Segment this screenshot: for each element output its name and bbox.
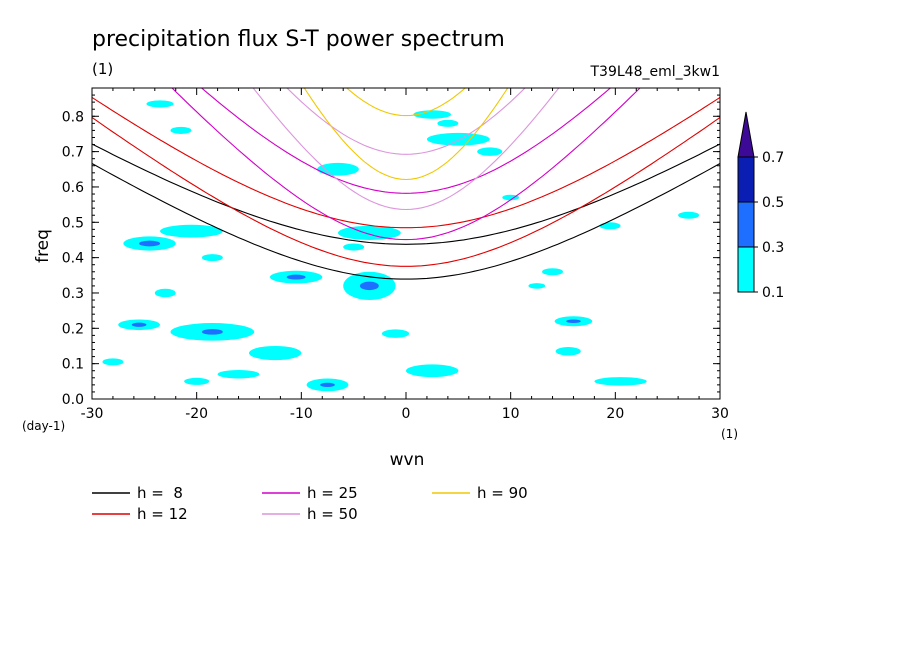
y-tick-label: 0.5: [62, 215, 84, 231]
dispersion-curve-8: [92, 143, 720, 245]
contour-blob: [248, 345, 302, 361]
contour-blob: [437, 119, 459, 127]
contour-blob: [359, 281, 379, 291]
contour-blob: [566, 319, 581, 324]
contour-blob: [217, 370, 260, 379]
contour-blob: [170, 126, 192, 134]
x-tick-label: 30: [711, 406, 729, 422]
plot-frame: [91, 87, 721, 400]
contour-blob: [154, 288, 176, 298]
contour-blob: [201, 329, 223, 335]
dispersion-curve-25: [200, 88, 612, 194]
colorbar-swatch: [737, 246, 755, 293]
contour-blob: [477, 147, 503, 156]
colorbar: 0.1 0.3 0.5 0.7: [737, 111, 784, 301]
dispersion-curve-90: [346, 88, 466, 117]
dispersion-curve-90: [303, 88, 509, 181]
y-tick-label: 0.3: [62, 286, 84, 302]
colorbar-swatch: [737, 201, 755, 248]
legend-label-h90: h = 90: [477, 484, 528, 502]
dispersion-curve-8: [92, 163, 720, 280]
x-axis-ticks: -30 -20 -10 0 10 20 30: [81, 88, 729, 422]
contour-blob: [201, 254, 223, 262]
legend-label-h25: h = 25: [307, 484, 358, 502]
colorbar-extend-triangle: [737, 111, 755, 158]
x-tick-label: -10: [290, 406, 313, 422]
dispersion-curve-layer: [92, 88, 720, 280]
contour-blob: [406, 364, 459, 378]
x-tick-label: 0: [402, 406, 411, 422]
dispersion-curve-50: [286, 88, 526, 155]
y-tick-label: 0.2: [62, 321, 84, 337]
contour-blob: [413, 110, 452, 119]
contour-blob: [502, 194, 520, 201]
contour-blob: [678, 211, 700, 219]
contour-blob: [343, 243, 365, 251]
chart-title: precipitation flux S-T power spectrum: [92, 27, 505, 52]
y-tick-label: 0.4: [62, 251, 84, 267]
legend: h = 8 h = 12 h = 25 h = 50 h = 90: [92, 484, 528, 523]
contour-blob: [337, 225, 401, 240]
contour-fill-layer: [102, 100, 700, 392]
legend-label-h12: h = 12: [137, 505, 188, 523]
contour-blob: [146, 100, 174, 108]
dispersion-curve-12: [92, 96, 720, 229]
legend-label-h50: h = 50: [307, 505, 358, 523]
y-units-label: (day-1): [22, 419, 65, 433]
x-tick-label: 20: [606, 406, 624, 422]
colorbar-level-label: 0.7: [762, 150, 784, 166]
contour-blob: [184, 377, 210, 385]
contour-blob: [381, 329, 410, 338]
contour-blob: [594, 377, 647, 386]
contour-blob: [160, 224, 223, 238]
contour-blob: [286, 274, 306, 280]
contour-blob: [317, 162, 359, 176]
x-units-label: (1): [721, 427, 738, 441]
contour-blob: [528, 283, 546, 289]
contour-blob: [131, 322, 147, 327]
x-tick-label: -30: [81, 406, 104, 422]
colorbar-level-label: 0.5: [762, 195, 784, 211]
units-label: (1): [92, 60, 113, 78]
contour-blob: [599, 222, 621, 230]
y-axis-ticks: 0.0 0.1 0.2 0.3 0.4 0.5 0.6 0.7 0.8: [62, 94, 720, 408]
dispersion-curve-12: [92, 117, 720, 267]
x-axis-label: wvn: [390, 450, 425, 470]
y-tick-label: 0.6: [62, 180, 84, 196]
x-tick-label: -20: [185, 406, 208, 422]
dispersion-curve-50: [252, 88, 560, 211]
dispersion-curve-25: [171, 88, 641, 241]
colorbar-level-label: 0.3: [762, 240, 784, 256]
x-tick-label: 10: [502, 406, 520, 422]
contour-blob: [555, 347, 581, 356]
contour-blob: [320, 382, 335, 387]
y-axis-label: freq: [33, 229, 53, 263]
y-tick-label: 0.1: [62, 357, 84, 373]
run-label: T39L48_eml_3kw1: [590, 64, 721, 80]
y-tick-label: 0.7: [62, 145, 84, 161]
legend-label-h8: h = 8: [137, 484, 183, 502]
y-tick-label: 0.8: [62, 109, 84, 125]
colorbar-swatch: [737, 156, 755, 203]
contour-blob: [542, 268, 563, 276]
y-tick-label: 0.0: [62, 392, 84, 408]
contour-blob: [102, 358, 124, 366]
contour-blob: [426, 132, 490, 146]
colorbar-level-label: 0.1: [762, 285, 784, 301]
contour-blob: [139, 240, 161, 247]
